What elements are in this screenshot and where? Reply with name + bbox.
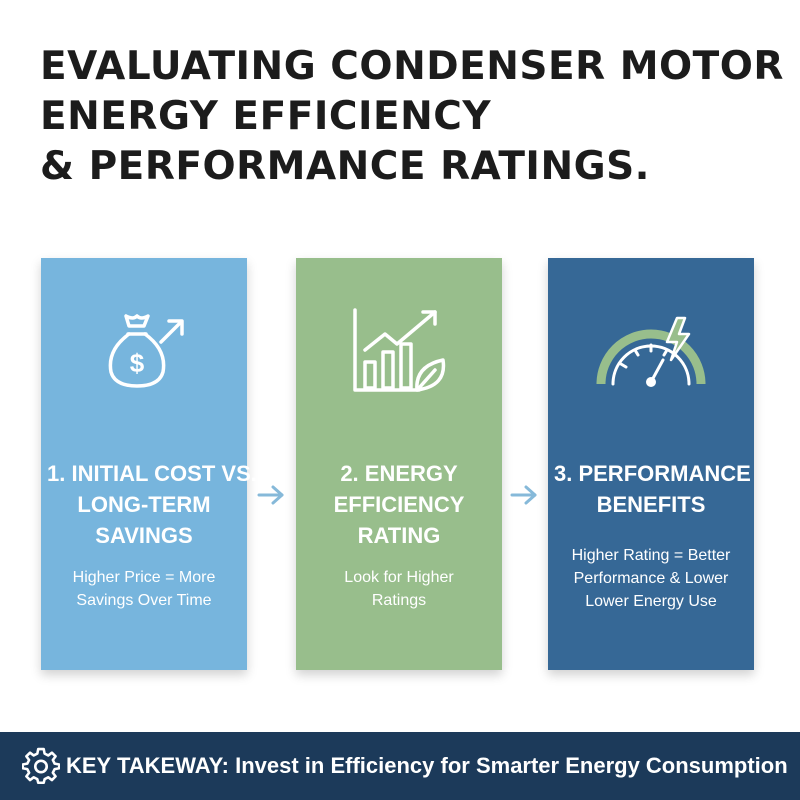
card-title: 2. ENERGY EFFICIENCY RATING <box>302 458 496 551</box>
card-performance-benefits: 3. PERFORMANCE BENEFITS Higher Rating = … <box>548 258 754 670</box>
card-title-line: RATING <box>357 523 441 548</box>
key-takeaway-text: KEY TAKEWAY: Invest in Efficiency for Sm… <box>66 752 788 780</box>
key-takeaway-message: Invest in Efficiency for Smarter Energy … <box>229 753 788 778</box>
key-takeaway-label: KEY TAKEWAY: <box>66 753 229 778</box>
card-title-line: 2. ENERGY <box>340 461 458 486</box>
card-title-line: 3. PERFORMANCE <box>554 461 751 486</box>
card-body-line: Higher Price = More <box>72 569 216 586</box>
arrow-right-icon <box>510 485 537 505</box>
card-title-line: EFFICIENCY <box>333 492 465 517</box>
card-title-line: 1. INITIAL COST VS. <box>47 461 257 486</box>
card-description: Look for Higher Ratings <box>302 566 496 612</box>
card-body-line: Look for Higher <box>344 569 454 586</box>
key-takeaway-banner: KEY TAKEWAY: Invest in Efficiency for Sm… <box>0 732 800 800</box>
card-body-line: Performance & Lower <box>573 570 729 587</box>
card-title: 1. INITIAL COST VS. LONG-TERM SAVINGS <box>47 458 257 551</box>
svg-text:$: $ <box>130 348 145 378</box>
arrow-right-icon <box>257 485 284 505</box>
card-title: 3. PERFORMANCE BENEFITS <box>554 458 751 520</box>
title-line: EVALUATING CONDENSER MOTOR <box>40 44 784 89</box>
title-line: & PERFORMANCE RATINGS. <box>40 144 650 189</box>
card-initial-cost: $ 1. INITIAL COST VS. LONG-TERM SAVINGS … <box>41 258 257 670</box>
card-body-line: Lower Energy Use <box>585 593 717 610</box>
card-description: Higher Rating = Better Performance & Low… <box>554 544 748 613</box>
growth-chart-leaf-icon <box>353 308 446 392</box>
speedometer-bolt-icon <box>596 316 706 387</box>
money-bag-arrow-icon: $ <box>108 314 184 388</box>
page-title: EVALUATING CONDENSER MOTOR ENERGY EFFICI… <box>40 42 784 192</box>
card-body-line: Ratings <box>371 592 427 609</box>
title-line: ENERGY EFFICIENCY <box>40 94 492 139</box>
card-body-line: Savings Over Time <box>76 592 212 609</box>
card-title-line: LONG-TERM <box>77 492 211 517</box>
card-energy-efficiency: 2. ENERGY EFFICIENCY RATING Look for Hig… <box>296 258 502 670</box>
gear-icon <box>22 747 60 785</box>
card-description: Higher Price = More Savings Over Time <box>47 566 241 612</box>
card-title-line: SAVINGS <box>95 523 193 548</box>
card-title-line: BENEFITS <box>596 492 706 517</box>
card-body-line: Higher Rating = Better <box>571 547 731 564</box>
